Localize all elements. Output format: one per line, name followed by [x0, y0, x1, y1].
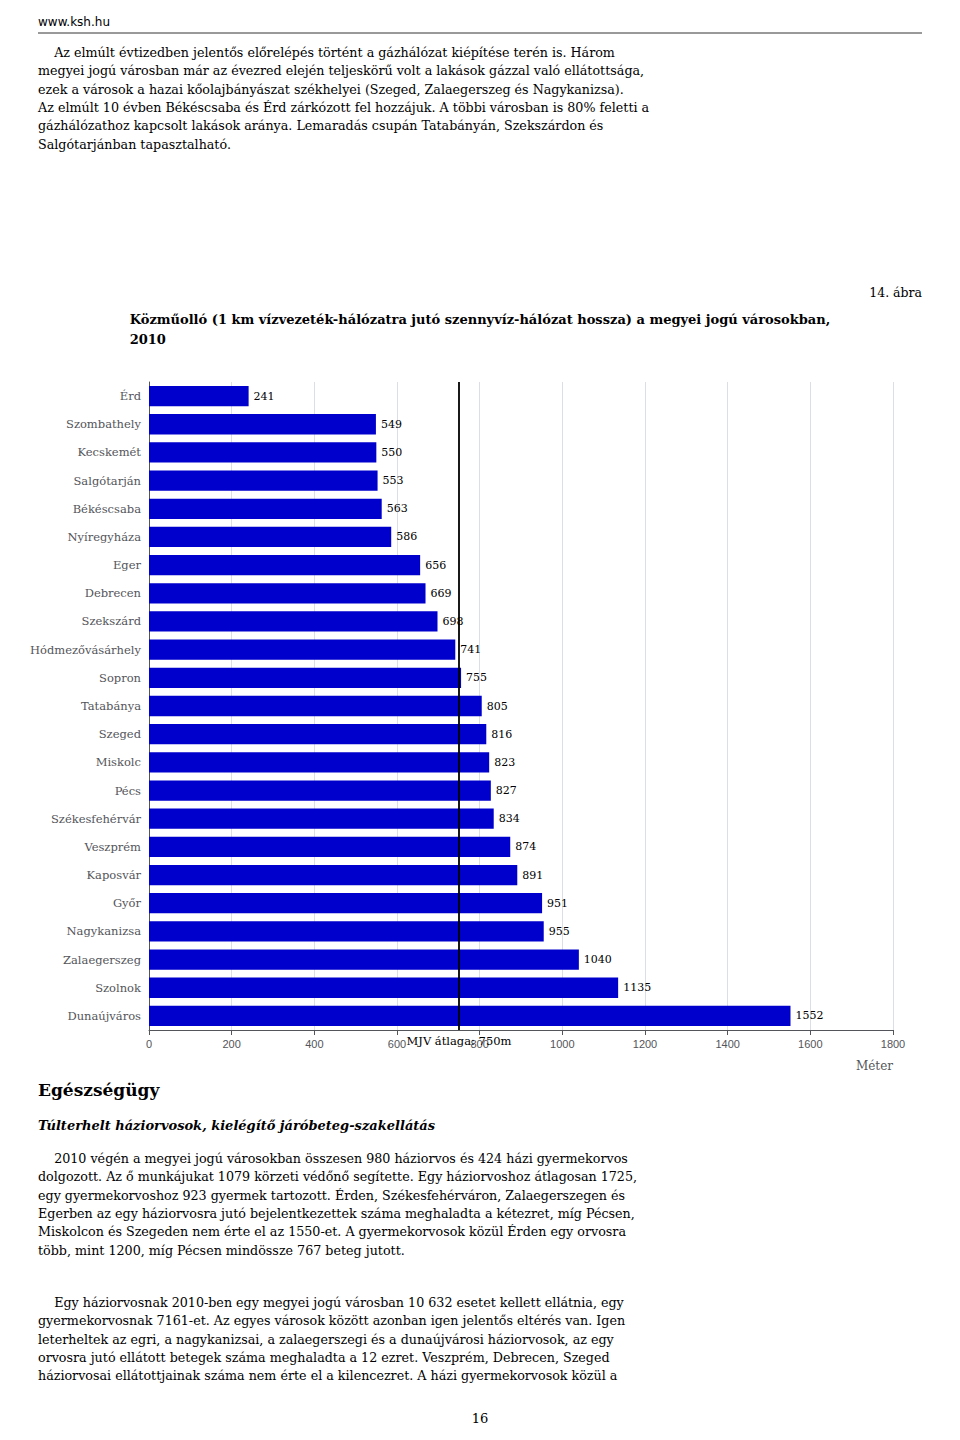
svg-text:Zalaegerszeg: Zalaegerszeg — [63, 953, 142, 967]
svg-text:16: 16 — [472, 1411, 489, 1426]
svg-text:827: 827 — [496, 784, 517, 797]
svg-text:Eger: Eger — [113, 558, 142, 572]
svg-text:Szekszárd: Szekszárd — [82, 614, 142, 628]
svg-text:Békéscsaba: Békéscsaba — [73, 502, 141, 516]
svg-text:Nagykanizsa: Nagykanizsa — [66, 924, 141, 938]
svg-text:www.ksh.hu: www.ksh.hu — [38, 15, 110, 29]
svg-text:Sopron: Sopron — [99, 671, 142, 685]
svg-text:Szeged: Szeged — [99, 727, 142, 741]
svg-text:Nyíregyháza: Nyíregyháza — [67, 530, 141, 544]
svg-text:823: 823 — [494, 756, 515, 769]
svg-text:656: 656 — [425, 559, 446, 572]
svg-text:741: 741 — [460, 643, 481, 656]
svg-text:Győr: Győr — [113, 896, 142, 910]
svg-text:1000: 1000 — [550, 1038, 574, 1050]
svg-text:háziorvosai ellátottjainak szá: háziorvosai ellátottjainak száma nem ért… — [38, 1368, 618, 1383]
svg-text:200: 200 — [222, 1038, 240, 1050]
svg-text:241: 241 — [254, 390, 275, 403]
svg-text:Méter: Méter — [856, 1059, 893, 1073]
svg-text:gyermekorvosnak 7161-et. Az eg: gyermekorvosnak 7161-et. Az egyes városo… — [38, 1313, 625, 1328]
svg-text:834: 834 — [499, 812, 520, 825]
svg-text:orvosra jutó ellátott betegek: orvosra jutó ellátott betegek száma megh… — [38, 1350, 610, 1365]
svg-text:MJV átlaga: 750m: MJV átlaga: 750m — [407, 1034, 512, 1048]
svg-text:951: 951 — [547, 897, 568, 910]
svg-text:Tatabánya: Tatabánya — [81, 699, 141, 713]
svg-text:leterheltek az egri, a nagykan: leterheltek az egri, a nagykanizsai, a z… — [38, 1332, 615, 1347]
svg-text:955: 955 — [549, 925, 570, 938]
svg-text:Egészségügy: Egészségügy — [38, 1080, 160, 1100]
svg-text:669: 669 — [431, 587, 452, 600]
svg-text:Túlterhelt háziorvosok, kielég: Túlterhelt háziorvosok, kielégítő járóbe… — [38, 1118, 436, 1133]
svg-text:Az elmúlt évtizedben jelentős: Az elmúlt évtizedben jelentős előrelépés… — [38, 45, 615, 60]
svg-text:1135: 1135 — [623, 981, 651, 994]
svg-text:megyei jogú városban már az év: megyei jogú városban már az évezred elej… — [38, 63, 644, 78]
svg-text:dolgozott. Az ő munkájukat 107: dolgozott. Az ő munkájukat 1079 körzeti … — [38, 1169, 637, 1184]
svg-text:Salgótarjánban tapasztalható.: Salgótarjánban tapasztalható. — [38, 137, 231, 152]
svg-text:874: 874 — [515, 840, 536, 853]
svg-text:Debrecen: Debrecen — [85, 586, 142, 600]
svg-text:1040: 1040 — [584, 953, 612, 966]
svg-text:698: 698 — [443, 615, 464, 628]
svg-text:816: 816 — [491, 728, 512, 741]
svg-text:400: 400 — [305, 1038, 323, 1050]
svg-text:Pécs: Pécs — [115, 784, 141, 798]
svg-text:2010 végén a megyei jogú város: 2010 végén a megyei jogú városokban össz… — [38, 1151, 628, 1166]
svg-text:Érd: Érd — [120, 389, 142, 403]
svg-text:gázhálózathoz kapcsolt lakások: gázhálózathoz kapcsolt lakások aránya. L… — [38, 118, 603, 133]
svg-text:Szombathely: Szombathely — [66, 417, 141, 431]
svg-text:14. ábra: 14. ábra — [869, 285, 922, 300]
svg-text:Kaposvár: Kaposvár — [87, 868, 142, 882]
svg-text:563: 563 — [387, 502, 408, 515]
svg-text:1552: 1552 — [795, 1009, 823, 1022]
svg-text:891: 891 — [522, 869, 543, 882]
svg-text:Salgótarján: Salgótarján — [73, 474, 141, 488]
svg-text:Hódmezővásárhely: Hódmezővásárhely — [30, 643, 142, 657]
svg-text:Az elmúlt 10 évben Békéscsaba: Az elmúlt 10 évben Békéscsaba és Érd zár… — [37, 100, 650, 115]
svg-text:549: 549 — [381, 418, 402, 431]
svg-text:1200: 1200 — [633, 1038, 657, 1050]
svg-text:Miskolcon és Szegeden nem érte: Miskolcon és Szegeden nem érte el az 155… — [38, 1224, 626, 1239]
svg-text:Egerben az egy háziorvosra jut: Egerben az egy háziorvosra jutó bejelent… — [38, 1206, 635, 1221]
svg-text:Kecskemét: Kecskemét — [77, 445, 141, 459]
svg-text:Egy háziorvosnak 2010-ben egy: Egy háziorvosnak 2010-ben egy megyei jog… — [38, 1295, 625, 1310]
svg-text:586: 586 — [396, 530, 417, 543]
svg-text:Székesfehérvár: Székesfehérvár — [51, 812, 142, 826]
svg-text:0: 0 — [146, 1038, 152, 1050]
svg-text:805: 805 — [487, 700, 508, 713]
svg-text:Dunaújváros: Dunaújváros — [67, 1009, 141, 1023]
svg-text:Miskolc: Miskolc — [96, 755, 141, 769]
svg-text:553: 553 — [383, 474, 404, 487]
svg-text:1800: 1800 — [881, 1038, 905, 1050]
svg-text:egy gyermekorvoshoz 923 gyerme: egy gyermekorvoshoz 923 gyermek tartozot… — [38, 1188, 625, 1203]
svg-text:2010: 2010 — [130, 332, 166, 347]
svg-text:ezek a városok a hazai kőolajb: ezek a városok a hazai kőolajbányászat s… — [38, 82, 624, 97]
svg-text:1600: 1600 — [798, 1038, 822, 1050]
svg-text:1400: 1400 — [715, 1038, 739, 1050]
svg-text:Szolnok: Szolnok — [95, 981, 142, 995]
svg-text:550: 550 — [381, 446, 402, 459]
svg-text:Közműolló (1 km vízvezeték-hál: Közműolló (1 km vízvezeték-hálózatra jut… — [130, 312, 831, 327]
svg-text:755: 755 — [466, 671, 487, 684]
svg-text:600: 600 — [388, 1038, 406, 1050]
svg-text:Veszprém: Veszprém — [83, 840, 141, 854]
svg-text:több, mint 1200, míg Pécsen mi: több, mint 1200, míg Pécsen mindössze 76… — [38, 1243, 405, 1258]
